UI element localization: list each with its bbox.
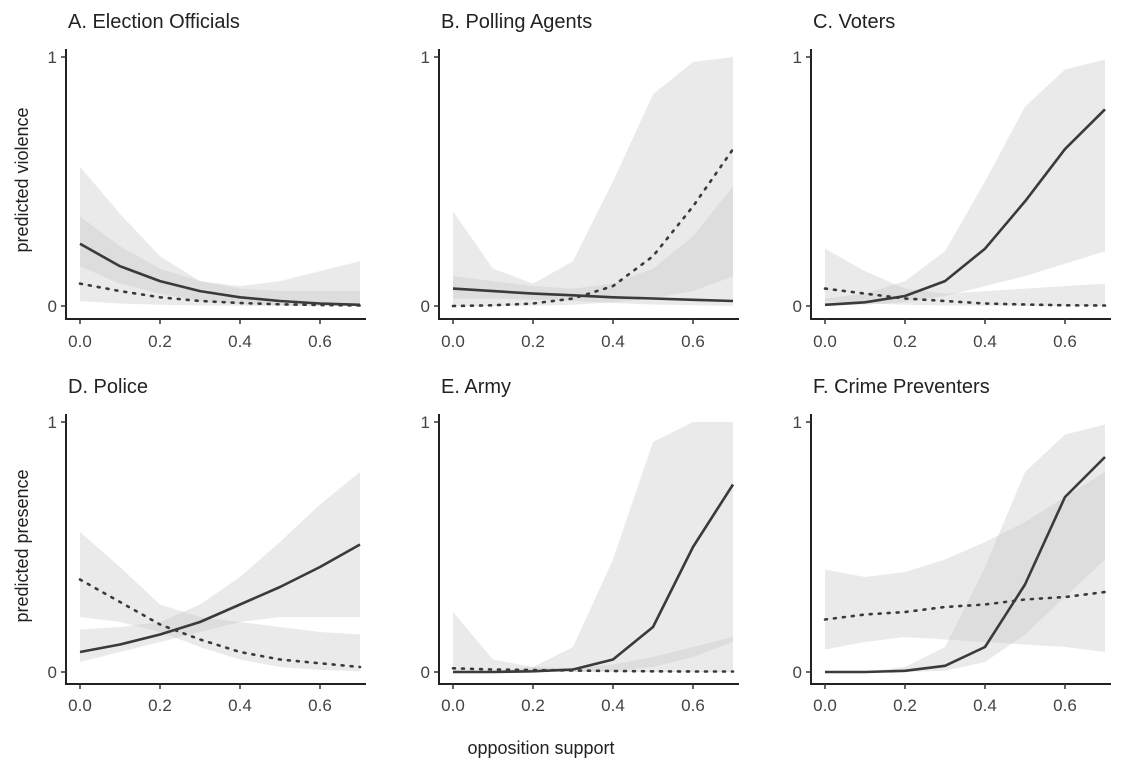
confidence-band-dotted bbox=[453, 612, 733, 672]
axes-frame bbox=[810, 414, 1111, 685]
series-line-solid bbox=[452, 287, 734, 303]
x-tick-label: 0.6 bbox=[308, 696, 332, 715]
panel-5: E. Army 0 1 0.0 0.2 0.4 0.6 bbox=[421, 376, 739, 715]
y-tick-label: 1 bbox=[793, 413, 802, 432]
series-line-dotted bbox=[823, 590, 1107, 621]
series-line-solid bbox=[824, 108, 1106, 307]
x-tick-label: 0.0 bbox=[441, 332, 465, 351]
y-tick-label: 1 bbox=[48, 413, 57, 432]
axes-frame bbox=[65, 49, 366, 320]
confidence-band-dotted bbox=[825, 248, 1105, 306]
panel-3: C. Voters 0 1 0.0 0.2 0.4 0.6 bbox=[793, 11, 1111, 351]
panel-2: B. Polling Agents 0 1 0.0 0.2 0.4 0.6 bbox=[421, 11, 739, 351]
x-tick-label: 0.6 bbox=[1053, 696, 1077, 715]
y-tick-label: 0 bbox=[48, 663, 57, 682]
confidence-band-solid bbox=[825, 59, 1105, 306]
series-line-dotted bbox=[78, 578, 362, 669]
x-tick-label: 0.6 bbox=[681, 332, 705, 351]
panel-title: D. Police bbox=[68, 376, 148, 398]
confidence-band-dotted bbox=[80, 532, 360, 672]
panel-title: C. Voters bbox=[813, 11, 895, 33]
x-tick-label: 0.6 bbox=[308, 332, 332, 351]
confidence-band-solid bbox=[453, 422, 733, 672]
confidence-band-dotted bbox=[453, 57, 733, 306]
panel-title: B. Polling Agents bbox=[441, 11, 592, 33]
x-tick-label: 0.0 bbox=[813, 696, 837, 715]
x-tick-label: 0.4 bbox=[973, 696, 997, 715]
x-tick-label: 0.0 bbox=[68, 332, 92, 351]
x-axis-label: opposition support bbox=[467, 738, 614, 758]
series-line-solid bbox=[79, 242, 361, 307]
series-line-dotted bbox=[823, 287, 1107, 307]
confidence-band-solid bbox=[80, 472, 360, 662]
series-line-solid bbox=[453, 483, 735, 674]
series-line-dotted bbox=[78, 282, 362, 307]
confidence-band-solid bbox=[453, 186, 733, 306]
y-tick-label: 1 bbox=[421, 48, 430, 67]
y-axis-label-bottom: predicted presence bbox=[12, 469, 32, 622]
x-tick-label: 0.6 bbox=[1053, 332, 1077, 351]
x-tick-label: 0.2 bbox=[893, 332, 917, 351]
x-tick-label: 0.4 bbox=[228, 332, 252, 351]
y-tick-label: 1 bbox=[793, 48, 802, 67]
series-line-solid bbox=[79, 543, 361, 654]
panel-title: A. Election Officials bbox=[68, 11, 240, 33]
y-axis-label-top: predicted violence bbox=[12, 107, 32, 252]
axes-frame bbox=[65, 414, 366, 685]
y-tick-label: 0 bbox=[48, 297, 57, 316]
series-line-dotted bbox=[451, 147, 735, 308]
axes-frame bbox=[438, 49, 739, 320]
x-tick-label: 0.0 bbox=[68, 696, 92, 715]
axes-frame bbox=[810, 49, 1111, 320]
panel-title: E. Army bbox=[441, 376, 511, 398]
y-tick-label: 1 bbox=[421, 413, 430, 432]
y-tick-label: 0 bbox=[421, 297, 430, 316]
panel-title: F. Crime Preventers bbox=[813, 376, 990, 398]
panel-1: A. Election Officials 0 1 0.0 0.2 0.4 0.6 bbox=[48, 11, 366, 351]
y-tick-label: 0 bbox=[793, 663, 802, 682]
y-tick-label: 0 bbox=[421, 663, 430, 682]
y-tick-label: 0 bbox=[793, 297, 802, 316]
x-tick-label: 0.4 bbox=[228, 696, 252, 715]
x-tick-label: 0.4 bbox=[973, 332, 997, 351]
x-tick-label: 0.2 bbox=[893, 696, 917, 715]
confidence-band-solid bbox=[80, 216, 360, 306]
panel-6: F. Crime Preventers 0 1 0.0 0.2 0.4 0.6 bbox=[793, 376, 1111, 715]
x-tick-label: 0.2 bbox=[521, 332, 545, 351]
axes-frame bbox=[438, 414, 739, 685]
x-tick-label: 0.2 bbox=[521, 696, 545, 715]
y-tick-label: 1 bbox=[48, 48, 57, 67]
series-line-dotted bbox=[451, 667, 735, 673]
x-tick-label: 0.6 bbox=[681, 696, 705, 715]
x-tick-label: 0.4 bbox=[601, 696, 625, 715]
series-line-solid bbox=[825, 456, 1106, 674]
x-tick-label: 0.2 bbox=[148, 332, 172, 351]
confidence-band-dotted bbox=[80, 166, 360, 306]
x-tick-label: 0.2 bbox=[148, 696, 172, 715]
panel-4: D. Police 0 1 0.0 0.2 0.4 0.6 bbox=[48, 376, 366, 715]
x-tick-label: 0.0 bbox=[441, 696, 465, 715]
x-tick-label: 0.0 bbox=[813, 332, 837, 351]
x-tick-label: 0.4 bbox=[601, 332, 625, 351]
confidence-band-dotted bbox=[825, 472, 1105, 652]
confidence-band-solid bbox=[825, 424, 1105, 672]
